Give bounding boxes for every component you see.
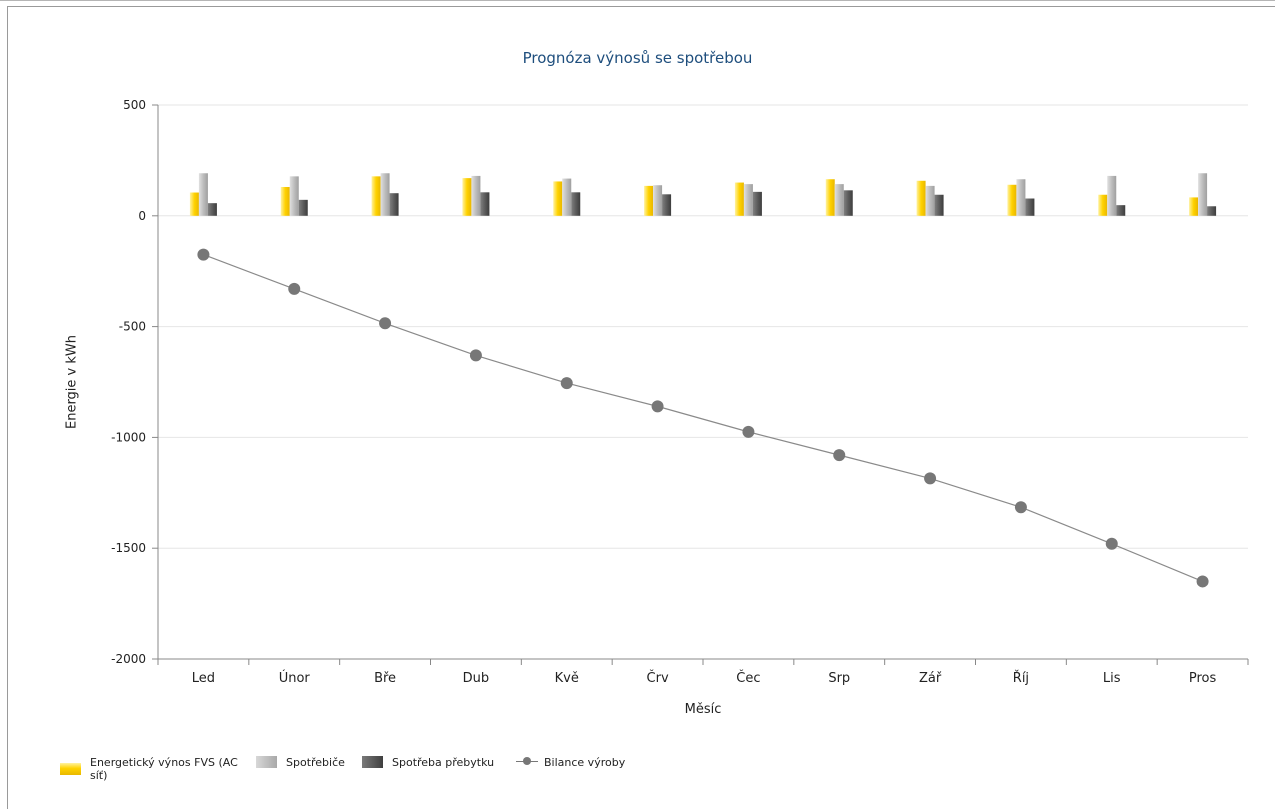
chart-title: Prognóza výnosů se spotřebou: [522, 49, 753, 67]
legend-label-balance: Bilance výroby: [544, 756, 626, 769]
bar-surplus: [571, 192, 581, 216]
bar-surplus: [480, 192, 490, 216]
balance-point: [924, 472, 937, 485]
balance-point: [1105, 537, 1118, 550]
balance-point: [379, 317, 392, 330]
bar-yield: [825, 179, 835, 216]
legend-label-yield-line1: Energetický výnos FVS (AC: [90, 756, 238, 769]
bar-yield: [371, 176, 381, 216]
y-tick-label: 0: [138, 209, 146, 223]
bar-appliances: [743, 184, 753, 216]
balance-point: [1014, 501, 1027, 514]
balance-point: [833, 449, 846, 462]
legend-label-surplus: Spotřeba přebytku: [392, 756, 495, 769]
chart-frame: [7, 6, 1275, 809]
legend-label-yield-line2: síť): [90, 769, 108, 782]
x-tick-label: Dub: [463, 671, 490, 686]
bar-yield: [1007, 184, 1017, 216]
balance-point: [197, 248, 210, 261]
balance-point: [469, 349, 482, 362]
x-tick-label: Led: [192, 671, 215, 686]
bar-appliances: [834, 184, 844, 216]
balance-point: [560, 377, 573, 390]
bar-surplus: [207, 203, 217, 216]
bar-surplus: [1207, 206, 1217, 216]
x-tick-label: Lis: [1103, 671, 1121, 686]
x-tick-label: Říj: [1013, 670, 1029, 686]
bar-surplus: [298, 199, 308, 216]
bar-surplus: [662, 194, 672, 216]
y-tick-label: -1500: [111, 541, 146, 555]
balance-point: [651, 400, 664, 413]
x-tick-label: Zář: [919, 671, 942, 686]
bar-appliances: [925, 185, 935, 216]
legend-swatch-surplus: [362, 756, 383, 768]
bar-surplus: [389, 193, 399, 216]
bar-appliances: [1016, 179, 1026, 216]
bar-appliances: [1198, 173, 1208, 216]
top-border: [0, 0, 1275, 1]
bar-yield: [280, 186, 290, 216]
bar-surplus: [1025, 198, 1035, 216]
bar-surplus: [1116, 205, 1126, 216]
balance-point: [742, 425, 755, 438]
balance-point: [1196, 575, 1209, 588]
tick-labels: 500 0 -500 -1000 -1500 -2000 Led Únor Bře Dub Kvě Č…: [111, 98, 1216, 686]
bar-appliances: [380, 173, 390, 216]
balance-line: [197, 248, 1209, 588]
y-tick-label: -1000: [111, 430, 146, 444]
bar-yield: [462, 178, 472, 216]
bar-surplus: [843, 190, 853, 216]
axes: [152, 104, 1249, 665]
x-tick-label: Kvě: [555, 671, 579, 686]
bar-appliances: [471, 175, 481, 216]
bar-appliances: [562, 178, 572, 216]
x-tick-label: Pros: [1189, 671, 1217, 686]
bar-appliances: [198, 173, 208, 216]
x-axis-label: Měsíc: [684, 702, 722, 717]
bar-yield: [189, 192, 199, 216]
bars: [189, 173, 1217, 216]
bar-yield: [916, 180, 926, 216]
bar-yield: [553, 181, 563, 216]
x-tick-label: Srp: [828, 671, 850, 686]
bar-yield: [1189, 197, 1199, 216]
grid-lines: [158, 104, 1248, 660]
legend-swatch-yield: [60, 763, 81, 775]
bar-surplus: [752, 191, 762, 216]
legend-dot-balance: [523, 757, 531, 765]
balance-point: [288, 282, 301, 295]
bar-appliances: [1107, 175, 1117, 216]
legend-swatch-appliances: [256, 756, 277, 768]
bar-yield: [1098, 194, 1108, 216]
bar-yield: [734, 182, 744, 216]
y-tick-label: -2000: [111, 652, 146, 666]
x-tick-label: Bře: [374, 671, 396, 686]
bar-surplus: [934, 194, 944, 216]
bar-appliances: [653, 185, 663, 216]
balance-line-path: [203, 254, 1203, 582]
bar-appliances: [289, 176, 299, 216]
x-tick-label: Únor: [279, 670, 311, 686]
y-tick-label: -500: [119, 320, 146, 334]
bar-yield: [644, 185, 654, 216]
y-tick-label: 500: [123, 98, 146, 112]
x-tick-label: Čec: [736, 670, 760, 686]
legend-label-appliances: Spotřebiče: [286, 756, 345, 769]
x-tick-label: Črv: [647, 670, 669, 686]
